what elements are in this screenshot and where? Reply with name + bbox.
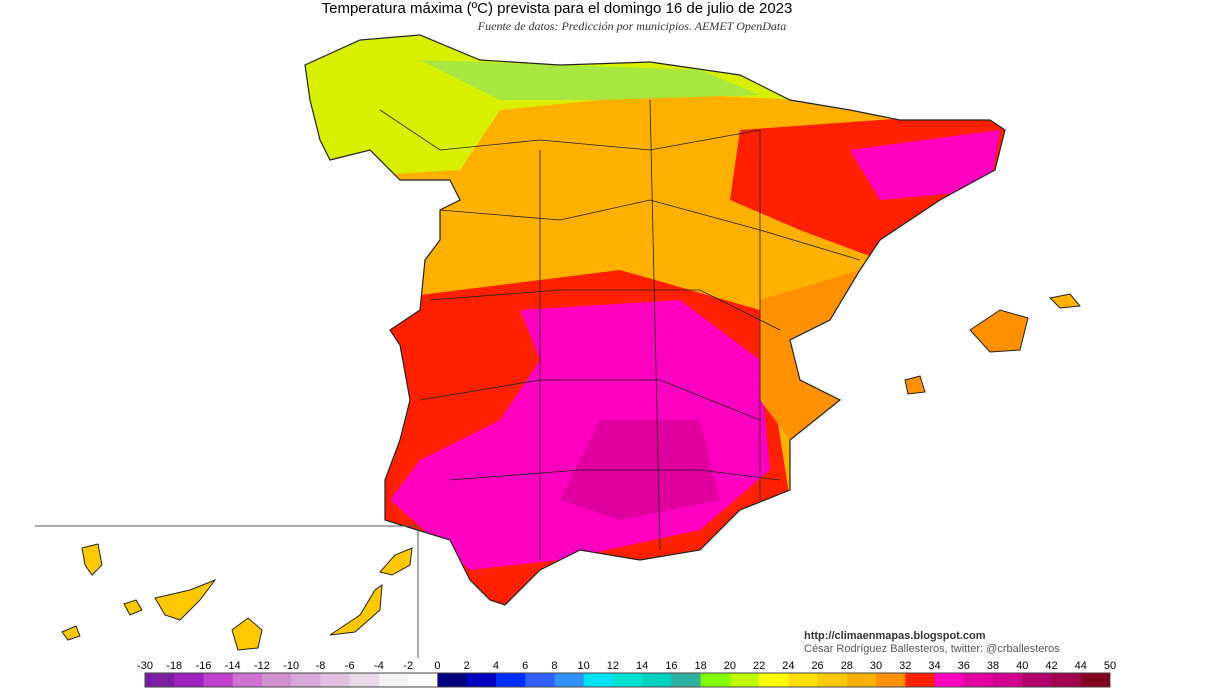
legend-label: 28 <box>841 660 853 672</box>
legend-label: 0 <box>434 660 440 672</box>
legend-swatch <box>466 673 497 687</box>
map-title: Temperatura máxima (ºC) prevista para el… <box>322 0 793 17</box>
legend-label: 30 <box>870 660 882 672</box>
legend-swatch <box>408 673 438 687</box>
legend-swatch <box>846 673 877 687</box>
legend-swatch <box>1022 673 1053 687</box>
legend-label: -18 <box>166 660 182 672</box>
credit-author: César Rodríguez Ballesteros, twitter: @c… <box>804 643 1060 655</box>
legend-label: 14 <box>636 660 648 672</box>
legend-frame <box>144 672 1111 688</box>
legend-swatch <box>788 673 819 687</box>
legend-label: 40 <box>1016 660 1028 672</box>
legend-swatch <box>349 673 380 687</box>
legend-swatch <box>1051 673 1082 687</box>
legend-swatch <box>145 673 175 687</box>
legend-swatch <box>817 673 848 687</box>
legend-swatch <box>291 673 321 687</box>
legend: -30 -18 -16 -14 -12 -10 -8 -6 -4 -2 0 2 4 6 8 10 12 14 16 1… <box>137 660 1116 688</box>
balearic-islands <box>904 293 1081 395</box>
legend-label: 34 <box>928 660 940 672</box>
legend-swatch <box>583 673 614 687</box>
legend-swatch <box>320 673 351 687</box>
legend-label: -16 <box>196 660 212 672</box>
legend-label: -8 <box>316 660 326 672</box>
legend-swatch <box>525 673 555 687</box>
legend-swatch <box>203 673 234 687</box>
legend-swatch <box>612 673 643 687</box>
legend-label: 26 <box>811 660 823 672</box>
legend-label: 4 <box>493 660 499 672</box>
legend-swatch <box>671 673 702 687</box>
legend-label: -14 <box>225 660 241 672</box>
legend-swatch <box>700 673 731 687</box>
legend-label: -6 <box>345 660 355 672</box>
legend-swatch <box>232 673 263 687</box>
map-subtitle: Fuente de datos: Predicción por municipi… <box>477 19 786 33</box>
legend-swatch <box>759 673 789 687</box>
legend-swatch <box>642 673 672 687</box>
legend-label: 24 <box>782 660 794 672</box>
legend-swatch <box>174 673 204 687</box>
legend-label: 36 <box>958 660 970 672</box>
credit-url: http://climaenmapas.blogspot.com <box>804 630 986 642</box>
legend-swatch <box>554 673 585 687</box>
legend-label: 2 <box>464 660 470 672</box>
legend-label: 42 <box>1045 660 1057 672</box>
legend-swatch <box>905 673 936 687</box>
legend-swatch <box>729 673 760 687</box>
legend-label: -4 <box>374 660 384 672</box>
legend-label: 6 <box>522 660 528 672</box>
legend-label: 18 <box>694 660 706 672</box>
legend-label: -2 <box>403 660 413 672</box>
legend-label: -30 <box>137 660 153 672</box>
legend-label: 10 <box>578 660 590 672</box>
legend-label: 38 <box>987 660 999 672</box>
legend-label: 22 <box>753 660 765 672</box>
legend-swatch <box>437 673 468 687</box>
legend-label: 12 <box>607 660 619 672</box>
legend-label: -10 <box>283 660 299 672</box>
legend-label: -12 <box>254 660 270 672</box>
legend-swatch <box>963 673 994 687</box>
legend-swatch <box>378 673 409 687</box>
legend-swatch <box>1080 673 1111 687</box>
legend-swatch <box>876 673 906 687</box>
canary-inset <box>35 525 419 658</box>
legend-label: 8 <box>551 660 557 672</box>
legend-swatch <box>993 673 1023 687</box>
legend-swatch <box>261 673 292 687</box>
legend-label: 44 <box>1075 660 1087 672</box>
legend-label: 16 <box>665 660 677 672</box>
legend-swatch <box>934 673 965 687</box>
legend-label: 50 <box>1104 660 1116 672</box>
legend-swatch <box>495 673 526 687</box>
legend-label: 20 <box>724 660 736 672</box>
legend-label: 32 <box>899 660 911 672</box>
